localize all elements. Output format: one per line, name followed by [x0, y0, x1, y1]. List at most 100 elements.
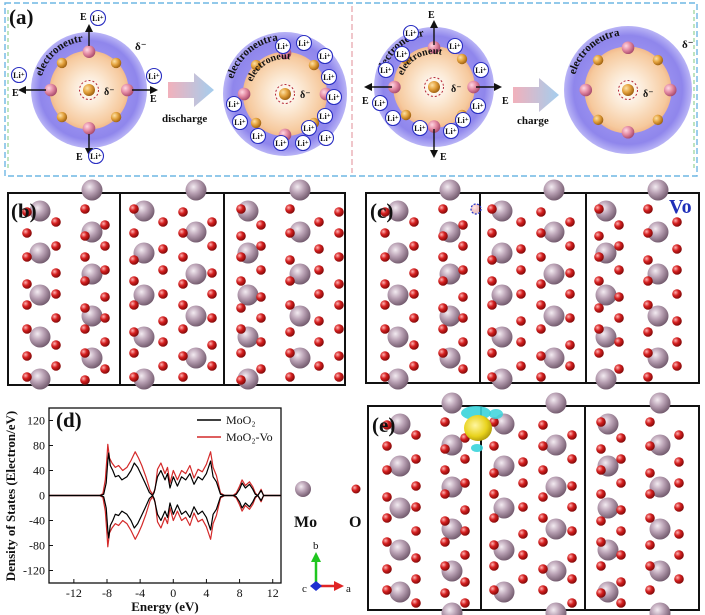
x-tick-label: 8: [237, 586, 243, 600]
li-ion-ring: [377, 61, 395, 79]
o-atom: [380, 300, 390, 310]
o-atom: [536, 324, 546, 334]
o-atom: [538, 585, 548, 595]
li-ion: Li⁺: [377, 61, 395, 79]
o-atom: [674, 430, 684, 440]
li-ion-label: Li⁺: [252, 132, 264, 141]
mo-atom: [545, 518, 567, 540]
o-atom: [489, 441, 499, 451]
o-atom: [489, 417, 499, 427]
x-tick-label: -8: [102, 586, 112, 600]
o-atom: [645, 441, 655, 451]
li-ion-ring: [295, 34, 313, 52]
mo-atom: [133, 242, 155, 264]
delta-minus-label: δ⁻: [643, 89, 653, 100]
o-atom: [536, 300, 546, 310]
o-atom: [382, 513, 392, 523]
o-atom: [256, 364, 266, 374]
o-atom: [614, 292, 624, 302]
o-atom: [440, 465, 450, 475]
o-atom: [516, 337, 526, 347]
o-atom: [643, 276, 653, 286]
o-atom: [458, 265, 468, 275]
o-atom: [236, 324, 246, 334]
o-atom: [672, 289, 682, 299]
mo-atom: [441, 602, 463, 615]
o-atom: [440, 444, 450, 454]
o-atom: [409, 217, 419, 227]
mo-atom: [387, 200, 409, 222]
y-tick-label: -120: [23, 564, 45, 578]
site-atom-pink: [388, 80, 401, 94]
axis-a-head: [334, 581, 344, 591]
legend-label-moo2-vo: MoO₂-Vo: [226, 430, 273, 444]
o-atom: [460, 526, 470, 536]
o-atom: [616, 550, 626, 560]
o-atom: [411, 574, 421, 584]
o-atom: [672, 337, 682, 347]
o-atom: [536, 252, 546, 262]
o-atom: [158, 217, 168, 227]
o-atom: [380, 252, 390, 262]
o-atom: [596, 489, 606, 499]
o-atom: [178, 252, 188, 262]
o-atom: [334, 372, 344, 382]
o-atom: [236, 252, 246, 262]
o-atom: [565, 268, 575, 278]
li-ion-label: Li⁺: [405, 29, 417, 38]
o-atom: [411, 454, 421, 464]
o-atom: [518, 529, 528, 539]
o-atom: [596, 417, 606, 427]
legend-mo-label: Mo: [294, 514, 317, 531]
o-atom: [645, 468, 655, 478]
o-atom: [80, 303, 90, 313]
o-atom: [51, 241, 61, 251]
li-ion: Li⁺: [325, 88, 343, 106]
mo-atom: [133, 284, 155, 306]
mo-atom: [387, 368, 409, 390]
o-atom: [536, 228, 546, 238]
mo-atom: [545, 434, 567, 456]
panel-label-e: (e): [372, 413, 395, 437]
mo-atom: [545, 476, 567, 498]
process-arrow-shape: [168, 73, 214, 107]
o-atom: [382, 537, 392, 547]
li-ion-label: Li⁺: [396, 50, 408, 59]
field-label: E: [12, 88, 19, 99]
o-atom: [674, 478, 684, 488]
li-ion-label: Li⁺: [13, 71, 25, 80]
axis-b-label: b: [313, 540, 319, 552]
o-atom: [380, 351, 390, 361]
li-ion: Li⁺: [249, 127, 267, 145]
site-atom-gold: [592, 54, 604, 66]
charge-arrow: [513, 78, 559, 112]
li-ion-label: Li⁺: [449, 42, 461, 51]
site-atom-pink: [120, 83, 134, 97]
o-atom: [100, 265, 110, 275]
o-atom: [411, 481, 421, 491]
o-atom: [440, 516, 450, 526]
o-atom: [567, 553, 577, 563]
o-atom: [487, 228, 497, 238]
o-atom: [51, 289, 61, 299]
o-atom: [285, 255, 295, 265]
o-atom: [596, 465, 606, 475]
o-atom: [382, 585, 392, 595]
panel-label-a: (a): [9, 5, 34, 29]
li-ion-ring: [294, 134, 312, 152]
o-atom: [314, 265, 324, 275]
li-ion-ring: [231, 113, 249, 131]
o-atom: [616, 478, 626, 488]
li-ion-label: Li⁺: [380, 66, 392, 75]
o-atom: [440, 489, 450, 499]
o-atom: [538, 441, 548, 451]
mo-atom: [29, 326, 51, 348]
y-tick-label: -80: [29, 539, 45, 553]
li-ion: Li⁺: [393, 45, 411, 63]
o-atom: [518, 478, 528, 488]
mo-atom: [595, 284, 617, 306]
o-atom: [518, 457, 528, 467]
o-atom: [645, 561, 655, 571]
mo-atom: [387, 326, 409, 348]
o-atom: [438, 324, 448, 334]
